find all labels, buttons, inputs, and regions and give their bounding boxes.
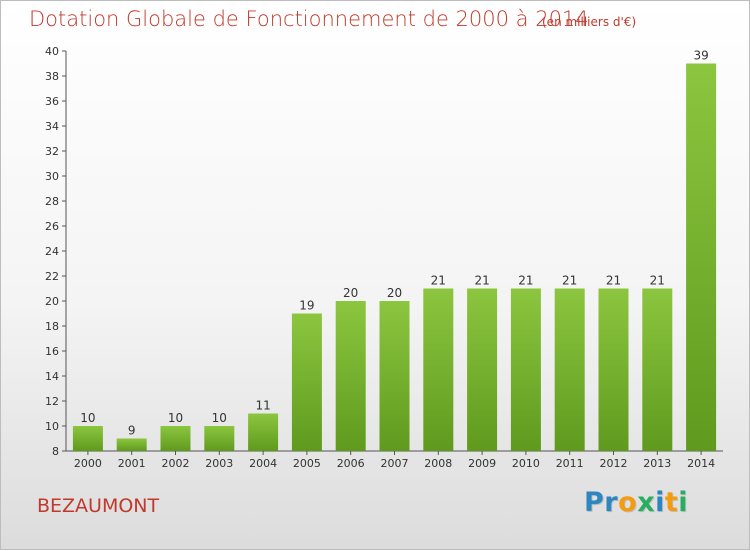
bar-value-label: 9	[128, 424, 136, 438]
bar	[510, 288, 541, 451]
location-name: BEZAUMONT	[37, 495, 160, 517]
y-tick-label: 36	[45, 95, 59, 108]
y-tick-label: 20	[45, 295, 59, 308]
bar	[116, 438, 147, 451]
bar-value-label: 19	[299, 299, 314, 313]
logo-letter: i	[678, 487, 689, 518]
bar-value-label: 20	[343, 286, 358, 300]
bar	[160, 426, 191, 451]
logo-letter: i	[655, 487, 665, 518]
y-tick-label: 10	[45, 420, 59, 433]
x-tick-label: 2003	[205, 457, 233, 470]
bar-value-label: 21	[650, 274, 665, 288]
bar-value-label: 21	[518, 274, 533, 288]
y-tick-label: 40	[45, 45, 59, 58]
chart-subtitle: (en milliers d'€)	[542, 15, 637, 29]
bar-value-label: 10	[168, 411, 183, 425]
bar	[554, 288, 585, 451]
x-tick-label: 2009	[468, 457, 496, 470]
bar	[642, 288, 673, 451]
y-tick-label: 30	[45, 170, 59, 183]
x-tick-label: 2008	[424, 457, 452, 470]
x-tick-label: 2000	[74, 457, 102, 470]
logo-letter: o	[618, 487, 638, 518]
x-tick-label: 2013	[643, 457, 671, 470]
logo-letter: P	[584, 487, 605, 518]
y-tick-label: 14	[45, 370, 59, 383]
x-tick-label: 2014	[687, 457, 715, 470]
y-tick-label: 8	[52, 445, 59, 458]
y-tick-label: 12	[45, 395, 59, 408]
x-tick-label: 2005	[293, 457, 321, 470]
y-tick-label: 16	[45, 345, 59, 358]
x-tick-label: 2012	[600, 457, 628, 470]
bar	[335, 301, 366, 451]
bar	[291, 313, 322, 451]
y-tick-label: 32	[45, 145, 59, 158]
bar	[204, 426, 235, 451]
bar-value-label: 20	[387, 286, 402, 300]
x-tick-label: 2001	[118, 457, 146, 470]
x-tick-label: 2006	[337, 457, 365, 470]
x-tick-label: 2007	[381, 457, 409, 470]
bar-value-label: 21	[474, 274, 489, 288]
bar	[379, 301, 410, 451]
bar-value-label: 11	[255, 399, 270, 413]
bar	[423, 288, 454, 451]
y-tick-label: 18	[45, 320, 59, 333]
chart-title: Dotation Globale de Fonctionnement de 20…	[29, 7, 589, 31]
bar-value-label: 21	[431, 274, 446, 288]
y-tick-label: 28	[45, 195, 59, 208]
logo-letter: x	[637, 487, 656, 518]
bar-value-label: 10	[212, 411, 227, 425]
bar	[598, 288, 629, 451]
bar	[686, 63, 717, 451]
y-tick-label: 34	[45, 120, 59, 133]
x-tick-label: 2004	[249, 457, 277, 470]
x-tick-label: 2010	[512, 457, 540, 470]
bar	[467, 288, 498, 451]
bar-value-label: 10	[80, 411, 95, 425]
y-tick-label: 22	[45, 270, 59, 283]
bar	[72, 426, 103, 451]
bar	[248, 413, 279, 451]
logo-letter: t	[664, 487, 679, 518]
proxiti-logo: Proxiti	[584, 487, 688, 518]
bar-value-label: 21	[606, 274, 621, 288]
x-tick-label: 2002	[162, 457, 190, 470]
bar-value-label: 21	[562, 274, 577, 288]
x-tick-label: 2011	[556, 457, 584, 470]
y-tick-label: 24	[45, 245, 59, 258]
y-tick-label: 26	[45, 220, 59, 233]
bar-value-label: 39	[693, 49, 708, 63]
y-tick-label: 38	[45, 70, 59, 83]
logo-letter: r	[604, 487, 619, 518]
